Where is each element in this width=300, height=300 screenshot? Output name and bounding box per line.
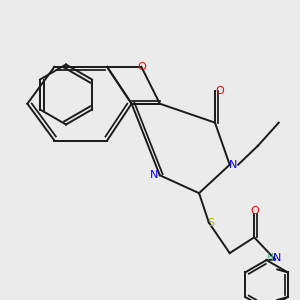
- Text: S: S: [207, 218, 214, 228]
- Text: N: N: [273, 253, 282, 263]
- Text: N: N: [150, 170, 159, 180]
- Text: N: N: [229, 160, 238, 170]
- Text: H: H: [266, 254, 273, 262]
- Text: O: O: [250, 206, 259, 216]
- Text: O: O: [137, 62, 146, 72]
- Text: O: O: [215, 86, 224, 96]
